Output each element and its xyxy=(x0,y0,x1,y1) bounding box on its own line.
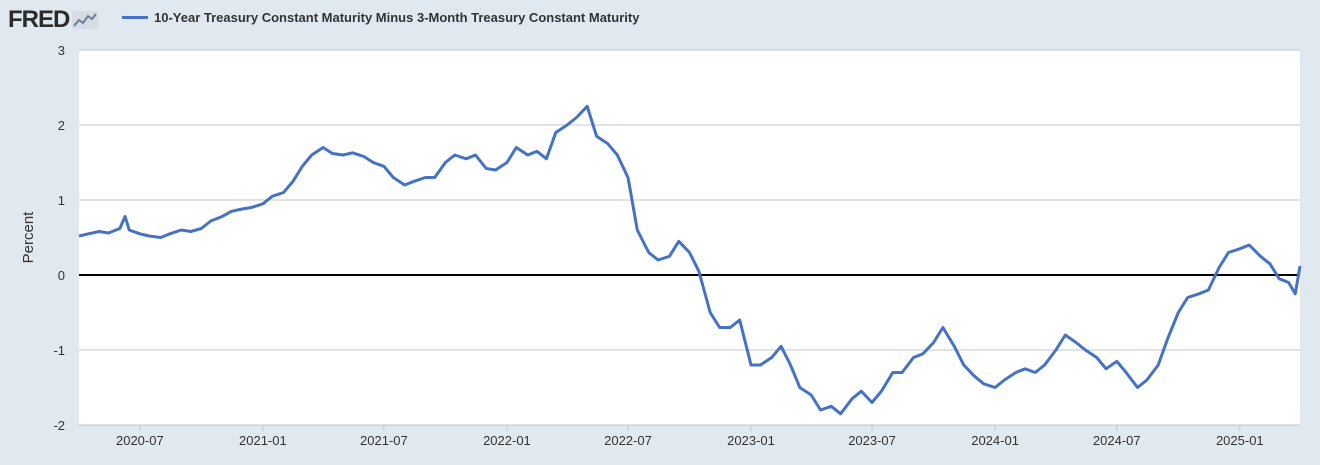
series-line xyxy=(78,104,1302,416)
x-tick-label: 2023-01 xyxy=(727,433,775,448)
y-tick-label: 0 xyxy=(58,268,65,283)
x-tick-label: 2024-07 xyxy=(1093,433,1141,448)
x-tick-label: 2022-07 xyxy=(604,433,652,448)
x-tick-label: 2021-07 xyxy=(360,433,408,448)
legend-swatch xyxy=(122,16,148,19)
y-tick-label: 2 xyxy=(58,118,65,133)
fred-logo[interactable]: FRED xyxy=(8,6,99,34)
y-tick-label: 3 xyxy=(58,43,65,58)
chart-legend: 10-Year Treasury Constant Maturity Minus… xyxy=(122,10,639,25)
y-tick-label: 1 xyxy=(58,193,65,208)
fred-logo-text: FRED xyxy=(8,6,70,33)
x-tick-label: 2021-01 xyxy=(239,433,287,448)
x-tick-label: 2020-07 xyxy=(116,433,164,448)
line-chart-icon xyxy=(72,11,99,29)
x-axis: 2020-07 2021-01 2021-07 2022-01 2022-07 2023-… xyxy=(116,425,1264,448)
y-tick-label: -1 xyxy=(53,343,65,358)
x-tick-label: 2022-01 xyxy=(483,433,531,448)
plot-area xyxy=(79,50,1300,425)
x-tick-label: 2024-01 xyxy=(971,433,1019,448)
chart-header: FRED 10-Year Treasury Constant Maturity … xyxy=(0,0,1320,40)
x-tick-label: 2023-07 xyxy=(848,433,896,448)
x-tick-label: 2025-01 xyxy=(1216,433,1264,448)
y-axis: -2 -1 0 1 2 3 xyxy=(53,43,65,433)
y-axis-title: Percent xyxy=(20,211,37,264)
legend-series-label: 10-Year Treasury Constant Maturity Minus… xyxy=(154,10,640,25)
y-tick-label: -2 xyxy=(53,418,65,433)
